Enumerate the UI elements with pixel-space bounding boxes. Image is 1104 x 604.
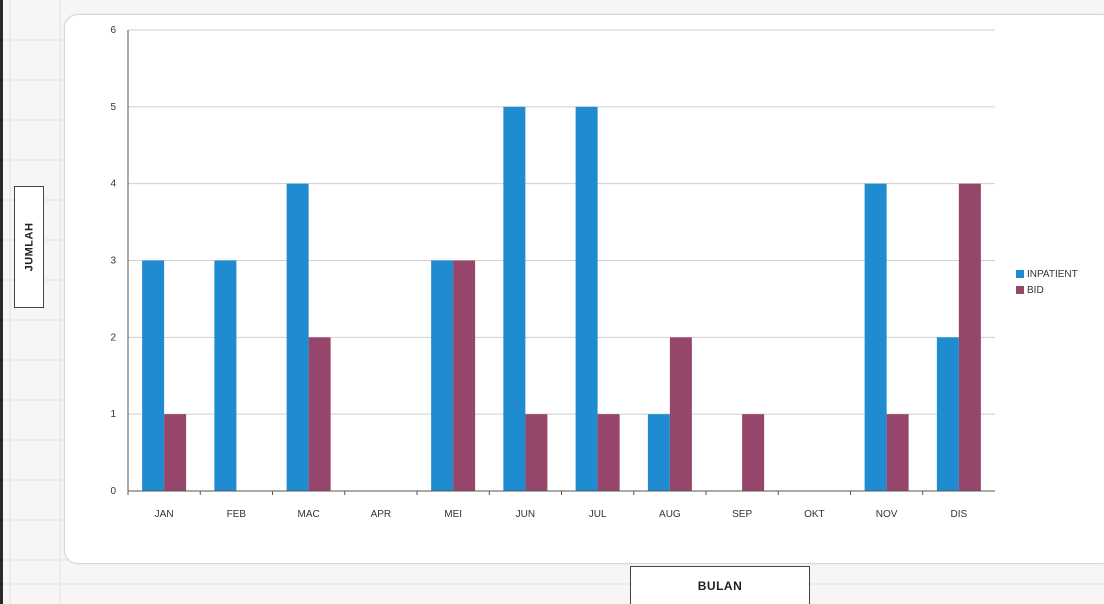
legend-label-bid: BID (1027, 284, 1044, 296)
legend-item-bid: BID (1016, 282, 1078, 298)
y-tick-label: 1 (110, 409, 116, 420)
bar-bid-jun (525, 414, 548, 491)
bar-inpatient-jan (142, 260, 165, 491)
bar-bid-jul (597, 414, 620, 491)
bar-bid-mac (308, 337, 331, 491)
legend-label-inpatient: INPATIENT (1027, 268, 1078, 280)
x-tick-label: AUG (659, 509, 681, 520)
x-axis-title-box[interactable]: BULAN (630, 566, 810, 604)
x-tick-label: APR (371, 509, 392, 520)
legend-item-inpatient: INPATIENT (1016, 266, 1078, 282)
x-tick-label: OKT (804, 509, 825, 520)
bar-bid-mei (453, 260, 476, 491)
bar-inpatient-nov (864, 183, 887, 491)
bar-bid-dis (958, 183, 981, 491)
x-tick-label: JUN (516, 509, 535, 520)
bar-inpatient-jul (575, 106, 598, 491)
legend-swatch-inpatient (1016, 270, 1024, 278)
y-tick-label: 3 (110, 256, 116, 267)
legend[interactable]: INPATIENT BID (1016, 266, 1078, 298)
sheet-edge (0, 0, 3, 604)
bar-bid-jan (164, 414, 187, 491)
x-axis-title: BULAN (697, 578, 743, 593)
bar-inpatient-feb (214, 260, 237, 491)
bar-bid-nov (886, 414, 909, 491)
y-tick-label: 2 (110, 332, 116, 343)
bar-bid-aug (669, 337, 692, 491)
x-tick-label: MEI (444, 509, 462, 520)
x-tick-label: NOV (876, 509, 898, 520)
bar-inpatient-aug (647, 414, 670, 491)
bar-inpatient-jun (503, 106, 526, 491)
bar-inpatient-mei (431, 260, 454, 491)
y-axis-title-box[interactable]: JUMLAH (14, 186, 44, 308)
legend-swatch-bid (1016, 286, 1024, 294)
y-tick-label: 6 (110, 25, 116, 36)
y-tick-label: 0 (110, 486, 116, 497)
x-tick-label: JAN (155, 509, 174, 520)
y-tick-label: 4 (110, 179, 116, 190)
x-tick-label: FEB (227, 509, 247, 520)
x-tick-label: JUL (589, 509, 607, 520)
bar-bid-sep (742, 414, 765, 491)
y-tick-label: 5 (110, 102, 116, 113)
x-tick-label: DIS (951, 509, 968, 520)
bar-inpatient-mac (286, 183, 309, 491)
x-tick-label: MAC (298, 509, 320, 520)
x-tick-label: SEP (732, 509, 752, 520)
bar-inpatient-dis (936, 337, 959, 491)
